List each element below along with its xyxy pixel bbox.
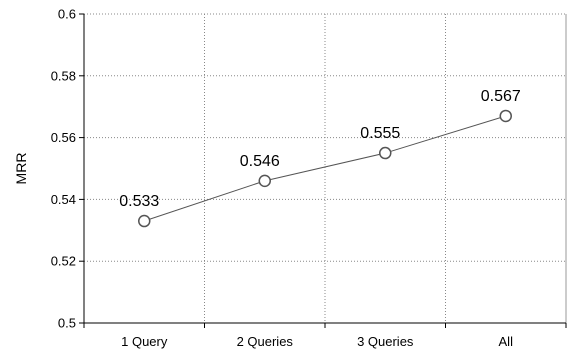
y-tick-label: 0.52 [51, 254, 76, 269]
data-label: 0.567 [481, 88, 521, 105]
x-tick-label: 1 Query [121, 334, 168, 349]
y-tick-labels: 0.5 0.52 0.54 0.56 0.58 0.6 [51, 7, 76, 331]
x-tick-label: 3 Queries [357, 334, 414, 349]
series-line [144, 115, 506, 222]
x-tick-label: All [499, 334, 514, 349]
data-label: 0.555 [360, 125, 400, 142]
axes [79, 13, 567, 328]
y-tick-label: 0.6 [58, 7, 76, 22]
data-label: 0.533 [119, 193, 159, 210]
data-point [258, 174, 271, 188]
x-tick-label: 2 Queries [237, 334, 294, 349]
y-tick-label: 0.56 [51, 130, 76, 145]
data-label: 0.546 [240, 153, 280, 170]
series-mrr [138, 109, 512, 228]
y-tick-label: 0.54 [51, 192, 76, 207]
data-point [379, 146, 392, 160]
y-axis-title: MRR [13, 153, 29, 185]
gridlines [84, 13, 566, 323]
y-tick-label: 0.58 [51, 68, 76, 83]
x-tick-labels: 1 Query 2 Queries 3 Queries All [121, 334, 513, 349]
data-labels: 0.533 0.546 0.555 0.567 [119, 88, 521, 210]
data-point [499, 109, 512, 123]
data-point [138, 214, 151, 228]
y-tick-label: 0.5 [58, 316, 76, 331]
